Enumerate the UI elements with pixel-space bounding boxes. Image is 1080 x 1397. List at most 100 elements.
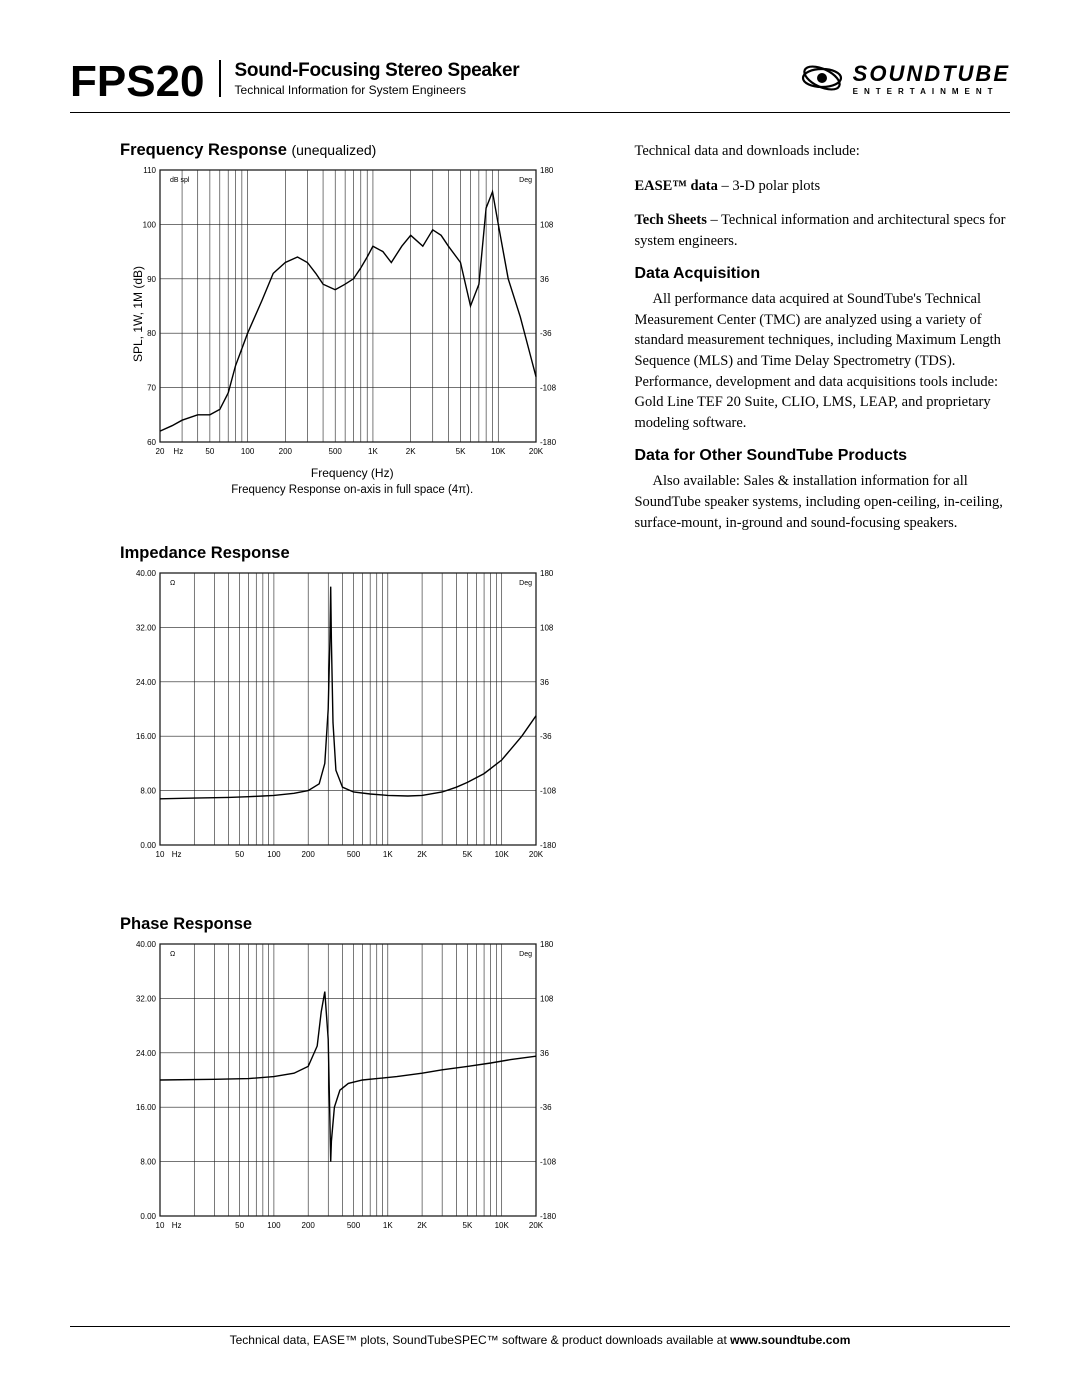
svg-text:5K: 5K (456, 447, 466, 456)
svg-text:20: 20 (156, 447, 165, 456)
svg-text:70: 70 (147, 384, 156, 393)
chart1-svg: 110 100 90 80 70 60 180 108 36 -36 -108 -180 20 Hz 50 1… (120, 164, 570, 464)
svg-text:Hz: Hz (172, 1221, 182, 1230)
svg-text:Ω: Ω (170, 580, 175, 587)
page-footer: Technical data, EASE™ plots, SoundTubeSP… (70, 1326, 1010, 1347)
svg-text:dB spl: dB spl (170, 177, 190, 184)
svg-text:24.00: 24.00 (136, 1049, 157, 1058)
frequency-response-block: Frequency Response (unequalized) SPL, 1W… (120, 141, 584, 496)
chart3-svg: 40.0032.0024.0016.008.000.0018010836-36-… (120, 938, 570, 1238)
svg-text:2K: 2K (417, 1221, 427, 1230)
svg-text:10: 10 (156, 850, 165, 859)
svg-text:10K: 10K (495, 850, 510, 859)
product-subtitle: Technical Information for System Enginee… (235, 83, 520, 97)
brand-block: SOUNDTUBE ENTERTAINMENT (801, 60, 1010, 96)
svg-text:180: 180 (540, 940, 554, 949)
ease-line: EASE™ data – 3-D polar plots (634, 176, 1010, 197)
svg-text:36: 36 (540, 275, 549, 284)
impedance-response-block: Impedance Response 40.0032.0024.0016.008… (120, 544, 584, 867)
svg-text:1K: 1K (383, 1221, 393, 1230)
data-acq-text: All performance data acquired at SoundTu… (634, 289, 1010, 433)
freq-heading: Frequency Response (unequalized) (120, 141, 584, 160)
svg-text:50: 50 (235, 850, 244, 859)
svg-text:10K: 10K (495, 1221, 510, 1230)
svg-text:50: 50 (205, 447, 214, 456)
footer-text: Technical data, EASE™ plots, SoundTubeSP… (230, 1333, 731, 1347)
tech-label: Tech Sheets (634, 212, 706, 228)
other-products-heading: Data for Other SoundTube Products (634, 447, 1010, 465)
svg-text:16.00: 16.00 (136, 732, 157, 741)
svg-text:108: 108 (540, 994, 554, 1003)
svg-text:110: 110 (143, 166, 156, 175)
footer-url: www.soundtube.com (730, 1333, 850, 1347)
svg-text:Deg: Deg (519, 177, 532, 184)
svg-text:10K: 10K (491, 447, 506, 456)
svg-text:Ω: Ω (170, 951, 175, 958)
svg-text:5K: 5K (463, 850, 473, 859)
svg-text:-36: -36 (540, 1103, 552, 1112)
page-header: FPS20 Sound-Focusing Stereo Speaker Tech… (70, 60, 1010, 113)
svg-text:36: 36 (540, 678, 549, 687)
svg-text:100: 100 (241, 447, 255, 456)
data-acq-heading: Data Acquisition (634, 265, 1010, 283)
svg-text:108: 108 (540, 623, 554, 632)
svg-text:20K: 20K (529, 850, 544, 859)
svg-text:-180: -180 (540, 438, 557, 447)
svg-text:36: 36 (540, 1049, 549, 1058)
intro-text: Technical data and downloads include: (634, 141, 1010, 162)
impedance-heading: Impedance Response (120, 544, 584, 563)
svg-text:0.00: 0.00 (140, 841, 156, 850)
svg-text:-180: -180 (540, 841, 557, 850)
svg-text:60: 60 (147, 438, 156, 447)
svg-text:0.00: 0.00 (140, 1212, 156, 1221)
svg-text:20K: 20K (529, 447, 544, 456)
svg-text:180: 180 (540, 166, 554, 175)
svg-text:80: 80 (147, 329, 156, 338)
svg-text:200: 200 (302, 1221, 316, 1230)
svg-text:-36: -36 (540, 329, 552, 338)
svg-text:32.00: 32.00 (136, 994, 157, 1003)
svg-text:500: 500 (329, 447, 343, 456)
freq-heading-main: Frequency Response (120, 141, 287, 159)
chart2-svg: 40.0032.0024.0016.008.000.0018010836-36-… (120, 567, 570, 867)
svg-text:Deg: Deg (519, 580, 532, 587)
svg-text:200: 200 (279, 447, 293, 456)
phase-heading: Phase Response (120, 915, 584, 934)
svg-text:500: 500 (347, 1221, 361, 1230)
svg-text:90: 90 (147, 275, 156, 284)
svg-text:-180: -180 (540, 1212, 557, 1221)
svg-text:8.00: 8.00 (140, 787, 156, 796)
brand-logo-icon (801, 60, 843, 96)
svg-text:32.00: 32.00 (136, 623, 157, 632)
svg-text:5K: 5K (463, 1221, 473, 1230)
ease-text: – 3-D polar plots (718, 178, 820, 194)
svg-text:2K: 2K (417, 850, 427, 859)
svg-text:108: 108 (540, 220, 554, 229)
product-code: FPS20 (70, 60, 205, 104)
svg-text:24.00: 24.00 (136, 678, 157, 687)
svg-text:8.00: 8.00 (140, 1158, 156, 1167)
svg-text:100: 100 (267, 1221, 281, 1230)
svg-text:500: 500 (347, 850, 361, 859)
svg-text:1K: 1K (368, 447, 378, 456)
chart1-x-label: Frequency (Hz) (120, 466, 584, 480)
right-column: Technical data and downloads include: EA… (634, 141, 1010, 1286)
ease-label: EASE™ data (634, 178, 717, 194)
svg-text:50: 50 (235, 1221, 244, 1230)
chart1-caption: Frequency Response on-axis in full space… (120, 484, 584, 496)
svg-text:Deg: Deg (519, 951, 532, 958)
brand-text: SOUNDTUBE ENTERTAINMENT (853, 61, 1010, 96)
chart2-wrapper: 40.0032.0024.0016.008.000.0018010836-36-… (120, 567, 584, 867)
svg-text:-108: -108 (540, 384, 557, 393)
svg-text:-36: -36 (540, 732, 552, 741)
svg-text:100: 100 (143, 220, 157, 229)
header-left: FPS20 Sound-Focusing Stereo Speaker Tech… (70, 60, 519, 104)
content-area: Frequency Response (unequalized) SPL, 1W… (70, 141, 1010, 1286)
phase-response-block: Phase Response 40.0032.0024.0016.008.000… (120, 915, 584, 1238)
svg-text:Hz: Hz (173, 447, 183, 456)
freq-heading-sub: (unequalized) (291, 142, 376, 158)
svg-text:20K: 20K (529, 1221, 544, 1230)
chart1-wrapper: SPL, 1W, 1M (dB) 1101009080706018010836-… (120, 164, 584, 464)
brand-tagline: ENTERTAINMENT (853, 87, 1010, 96)
svg-text:200: 200 (302, 850, 316, 859)
